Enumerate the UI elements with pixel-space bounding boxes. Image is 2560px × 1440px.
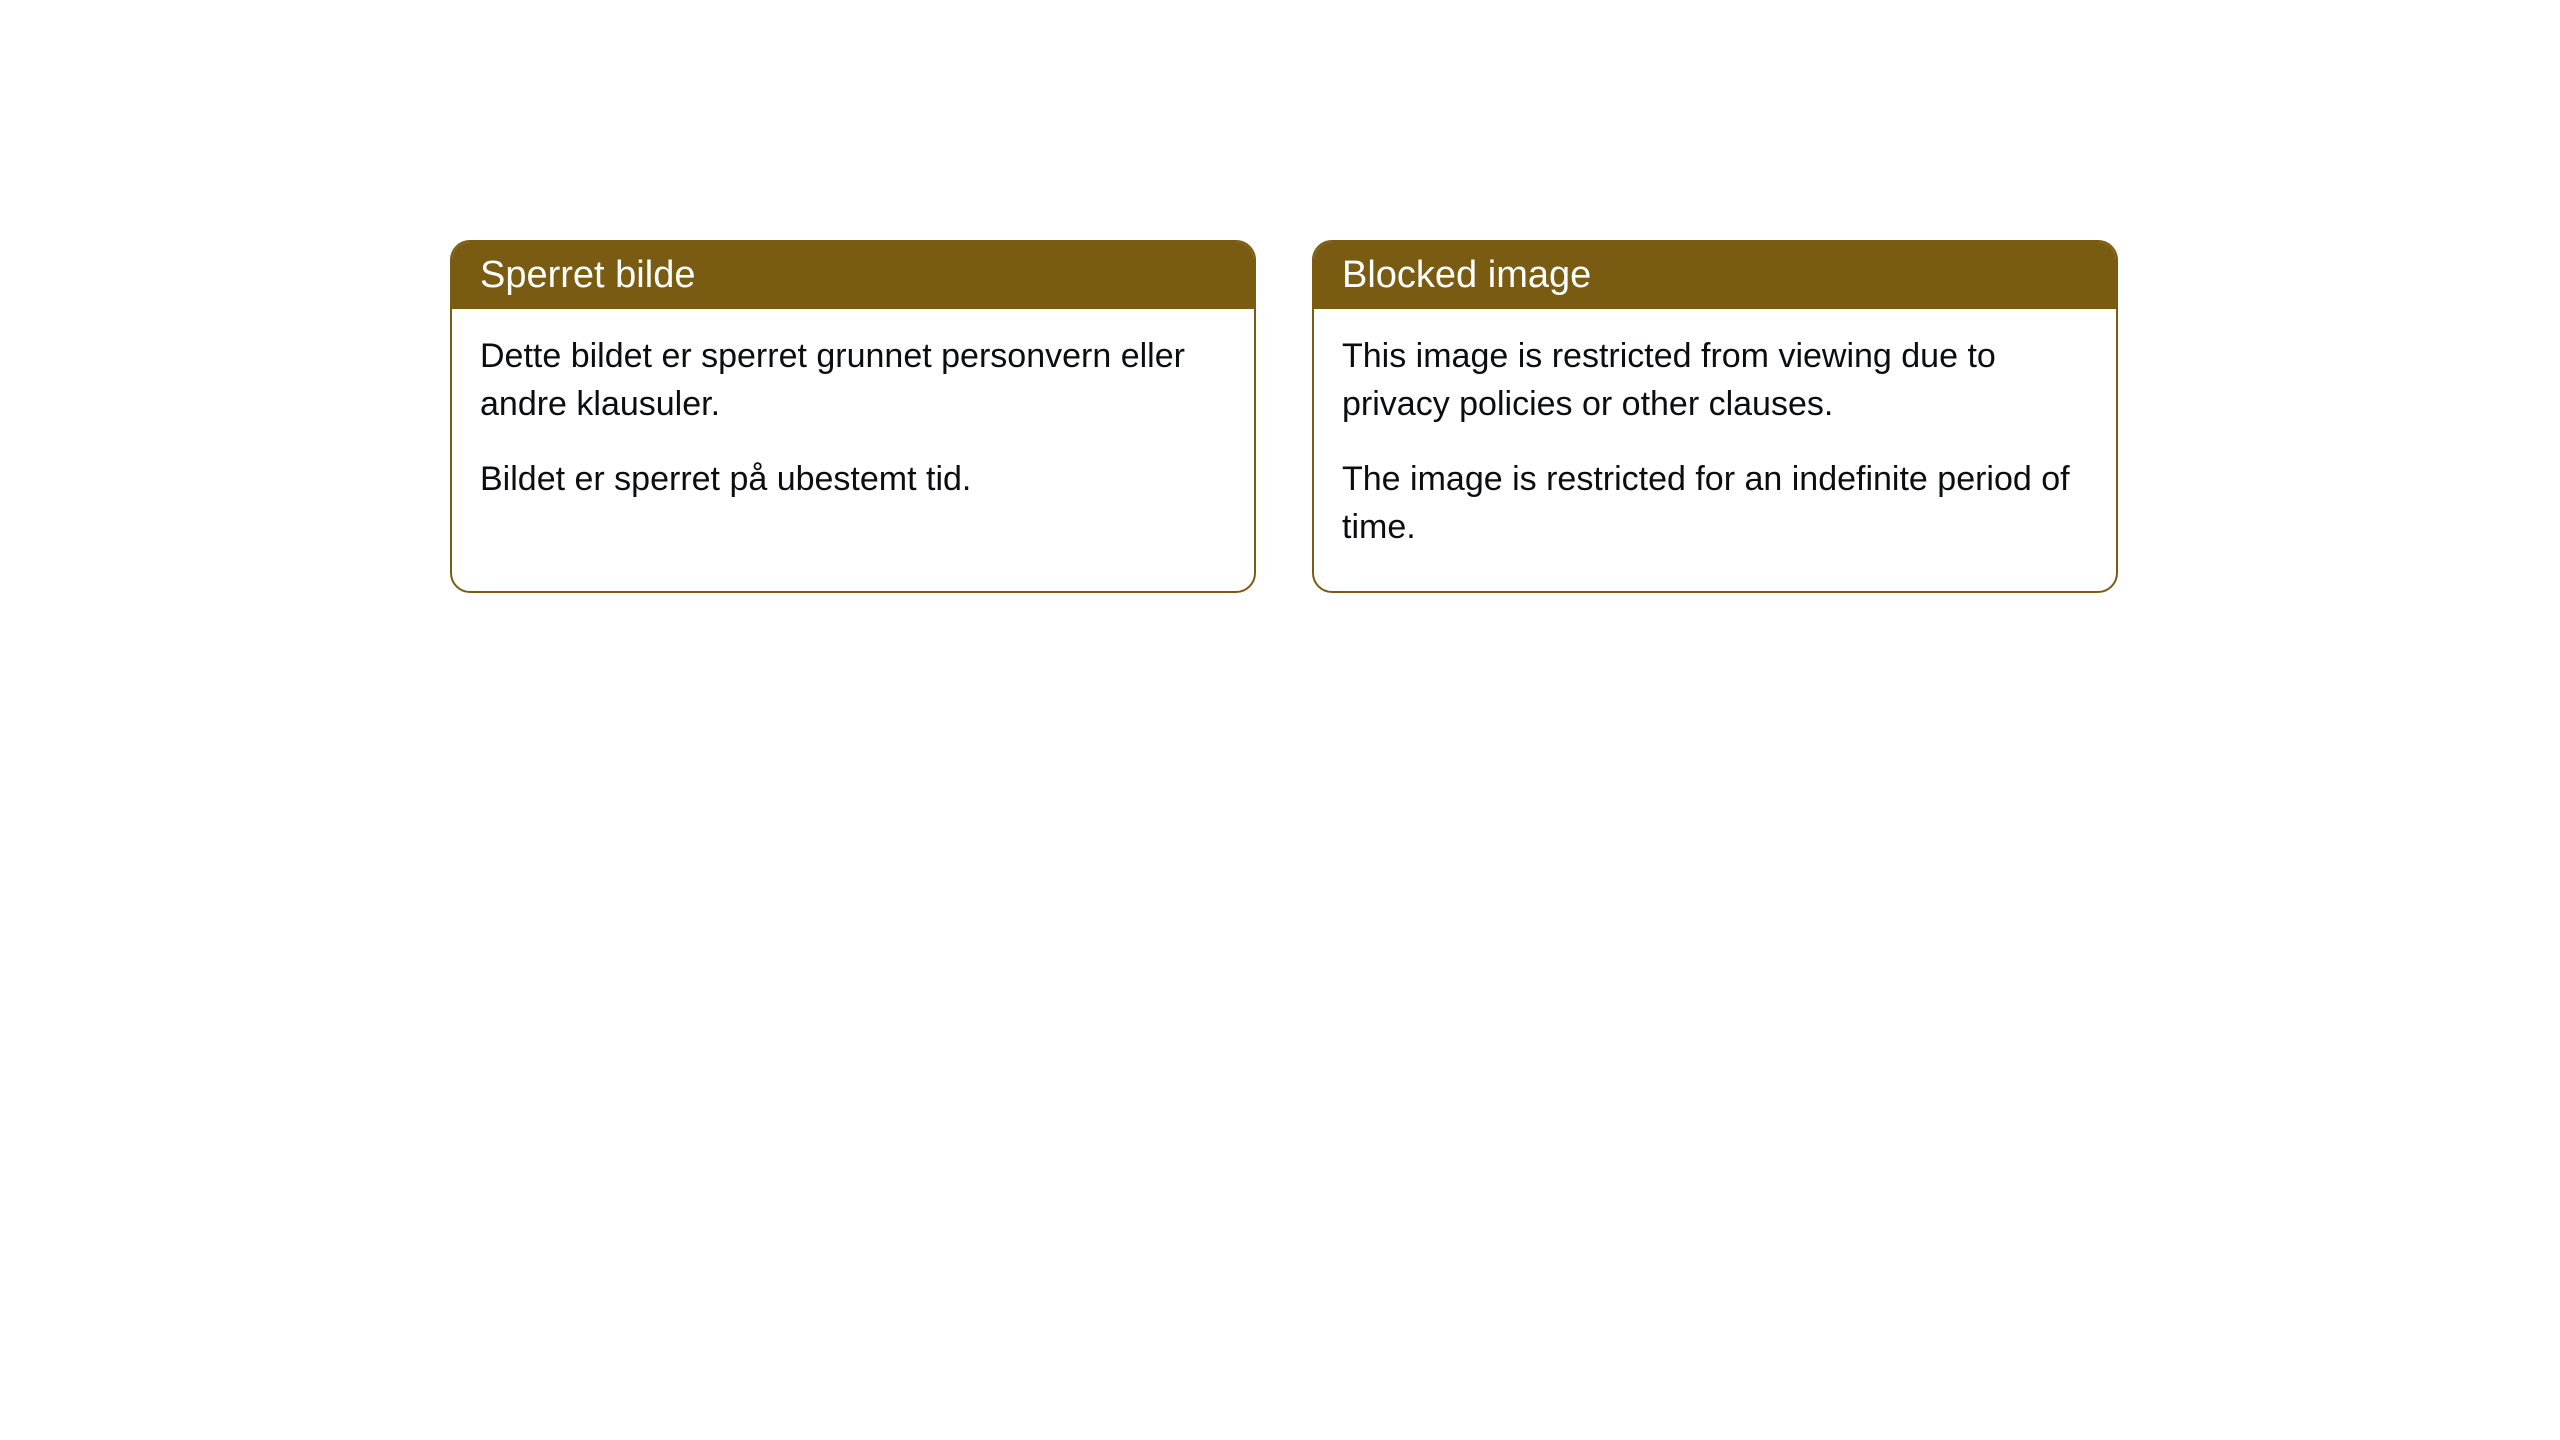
card-text-english-1: This image is restricted from viewing du… — [1342, 333, 2088, 428]
card-text-norwegian-2: Bildet er sperret på ubestemt tid. — [480, 456, 1226, 504]
card-text-english-2: The image is restricted for an indefinit… — [1342, 456, 2088, 551]
card-header-english: Blocked image — [1314, 242, 2116, 309]
card-body-english: This image is restricted from viewing du… — [1314, 309, 2116, 591]
card-header-norwegian: Sperret bilde — [452, 242, 1254, 309]
blocked-image-card-english: Blocked image This image is restricted f… — [1312, 240, 2118, 593]
card-text-norwegian-1: Dette bildet er sperret grunnet personve… — [480, 333, 1226, 428]
card-body-norwegian: Dette bildet er sperret grunnet personve… — [452, 309, 1254, 544]
card-title-norwegian: Sperret bilde — [480, 254, 695, 296]
card-title-english: Blocked image — [1342, 254, 1591, 296]
cards-container: Sperret bilde Dette bildet er sperret gr… — [450, 240, 2560, 593]
blocked-image-card-norwegian: Sperret bilde Dette bildet er sperret gr… — [450, 240, 1256, 593]
